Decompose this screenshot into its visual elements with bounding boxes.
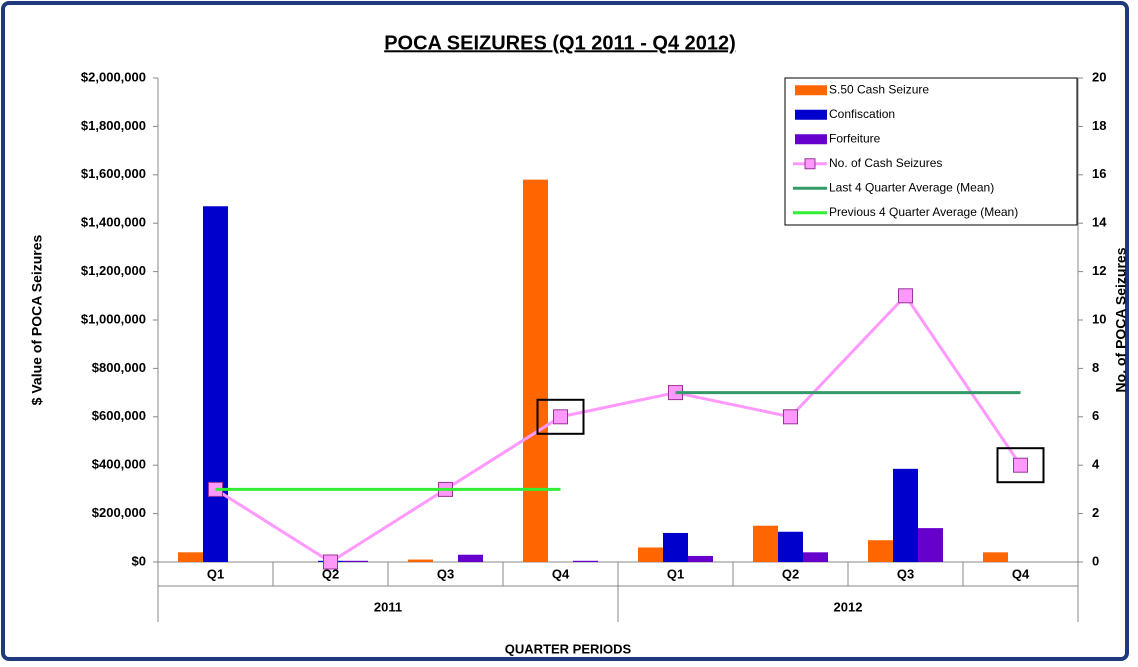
bar	[983, 552, 1008, 562]
y-tick-label: $1,200,000	[81, 263, 146, 278]
y2-tick-label: 2	[1092, 505, 1099, 520]
y-tick-label: $400,000	[92, 457, 146, 472]
highlight-box	[536, 398, 585, 435]
legend-label: Previous 4 Quarter Average (Mean)	[829, 205, 1018, 219]
legend-label: No. of Cash Seizures	[829, 156, 942, 170]
bar	[868, 540, 893, 562]
bar	[458, 554, 483, 562]
y2-tick-label: 6	[1092, 408, 1099, 423]
legend-label: Last 4 Quarter Average (Mean)	[829, 180, 994, 194]
bar	[638, 547, 663, 562]
bar	[203, 206, 228, 562]
marker	[898, 288, 913, 304]
legend-swatch	[795, 134, 827, 145]
y-tick-label: $600,000	[92, 408, 146, 423]
y2-tick-label: 20	[1092, 69, 1106, 84]
legend-swatch	[795, 85, 827, 96]
chart-title: POCA SEIZURES (Q1 2011 - Q4 2012)	[384, 32, 736, 54]
legend-label: Confiscation	[829, 107, 895, 121]
y2-tick-label: 0	[1092, 553, 1099, 568]
legend-box	[784, 77, 1078, 226]
legend-swatch	[795, 109, 827, 120]
x-tick-label: Q1	[207, 566, 224, 581]
marker	[323, 554, 338, 570]
legend-label: S.50 Cash Seizure	[829, 82, 929, 96]
y-tick-label: $2,000,000	[81, 69, 146, 84]
marker	[1013, 457, 1028, 473]
bar	[663, 532, 688, 562]
y2-tick-label: 8	[1092, 360, 1099, 375]
x-tick-label: Q1	[667, 566, 684, 581]
y2-tick-label: 14	[1092, 215, 1107, 230]
y-tick-label: $1,400,000	[81, 215, 146, 230]
x-tick-label: Q4	[552, 566, 570, 581]
bar	[803, 552, 828, 562]
legend-label: Forfeiture	[829, 131, 881, 145]
y2-tick-label: 12	[1092, 263, 1106, 278]
y-tick-label: $1,600,000	[81, 166, 146, 181]
bar	[523, 179, 548, 562]
x-tick-label: Q3	[897, 566, 914, 581]
y2-tick-label: 4	[1092, 457, 1100, 472]
group-label: 2011	[374, 599, 402, 614]
bar	[688, 555, 713, 562]
bar	[408, 559, 433, 562]
y-tick-label: $800,000	[92, 360, 146, 375]
y-tick-label: $200,000	[92, 505, 146, 520]
bar	[343, 560, 368, 562]
legend-marker	[804, 158, 816, 170]
marker	[783, 409, 798, 425]
line	[214, 293, 1022, 564]
y-tick-label: $1,000,000	[81, 311, 146, 326]
group-label: 2012	[834, 599, 863, 614]
x-tick-label: Q2	[782, 566, 799, 581]
y-tick-label: $1,800,000	[81, 118, 146, 133]
bar	[918, 528, 943, 562]
marker	[553, 409, 568, 425]
x-tick-label: Q2	[322, 566, 339, 581]
y2-tick-label: 18	[1092, 118, 1106, 133]
bar	[573, 560, 598, 562]
highlight-box	[996, 447, 1045, 484]
bar	[178, 552, 203, 562]
x-tick-label: Q4	[1012, 566, 1030, 581]
y-tick-label: $0	[132, 553, 146, 568]
y2-axis-title: No. of POCA Seizures	[1113, 247, 1129, 392]
y-axis-title: $ Value of POCA Seizures	[29, 234, 45, 405]
y2-tick-label: 16	[1092, 166, 1106, 181]
bar	[778, 531, 803, 562]
bar	[893, 468, 918, 562]
x-tick-label: Q3	[437, 566, 454, 581]
bar	[753, 525, 778, 562]
x-axis-title: QUARTER PERIODS	[505, 641, 632, 656]
y2-tick-label: 10	[1092, 311, 1106, 326]
